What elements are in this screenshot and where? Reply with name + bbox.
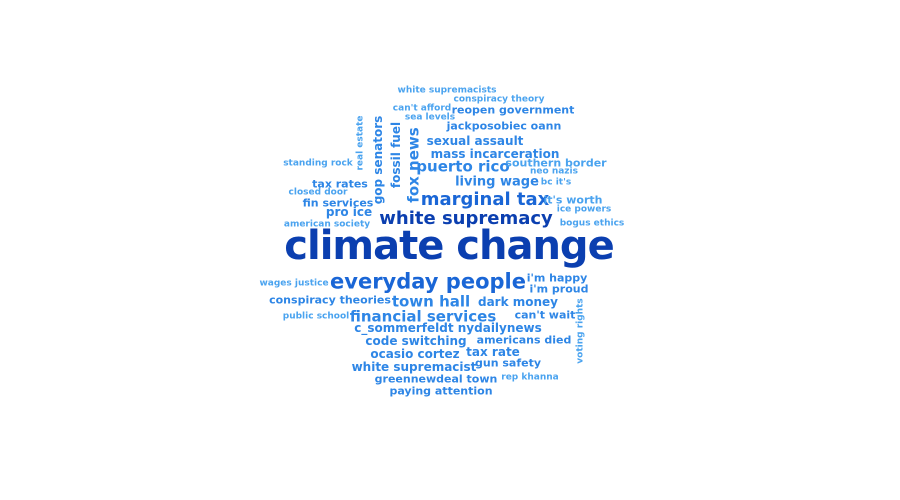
word-dark-money: dark money	[477, 295, 559, 309]
word-its-worth: it's worth	[543, 193, 603, 207]
word-wages-justice: wages justice	[259, 278, 329, 289]
word-tax-rate: tax rate	[466, 345, 520, 359]
word-im-proud: i'm proud	[529, 282, 589, 296]
word-bogus-ethics: bogus ethics	[559, 218, 625, 229]
word-paying-attention: paying attention	[389, 384, 493, 398]
word-everyday-people: everyday people	[330, 269, 526, 294]
word-rep-khanna: rep khanna	[501, 372, 559, 383]
word-sea-levels: sea levels	[404, 112, 456, 123]
word-bc-its: bc it's	[540, 177, 572, 188]
word-conspiracy-theory: conspiracy theory	[453, 94, 545, 105]
word-standing-rock: standing rock	[283, 158, 353, 169]
word-tax-rates: tax rates	[312, 177, 368, 191]
word-white-supremacist: white supremacist	[351, 360, 477, 374]
word-fossil-fuel: fossil fuel	[389, 121, 403, 189]
word-jackposobiec-oann: jackposobiec oann	[446, 119, 562, 133]
word-mass-incarceration: mass incarceration	[430, 147, 560, 161]
word-puerto-rico: puerto rico	[416, 157, 510, 176]
word-americans-died: americans died	[476, 333, 572, 347]
word-gun-safety: gun safety	[474, 356, 542, 370]
word-living-wage: living wage	[455, 174, 539, 190]
word-financial-services: financial services	[349, 307, 497, 326]
word-real-estate: real estate	[355, 115, 366, 171]
word-american-society: american society	[283, 219, 371, 230]
word-gop-senators: gop senators	[371, 115, 385, 205]
word-conspiracy-theories: conspiracy theories	[269, 293, 391, 307]
word-code-switching: code switching	[365, 334, 467, 348]
word-neo-nazis: neo nazis	[530, 166, 578, 177]
word-im-happy: i'm happy	[526, 271, 588, 285]
word-voting-rights: voting rights	[575, 298, 586, 364]
word-public-school: public school	[282, 311, 350, 322]
word-southern-border: southern border	[505, 156, 607, 170]
word-marginal-tax: marginal tax	[420, 189, 550, 210]
word-ocasio-cortez: ocasio cortez	[370, 347, 460, 361]
word-closed-door: closed door	[288, 187, 348, 198]
word-white-supremacists: white supremacists	[397, 85, 497, 96]
word-reopen-government: reopen government	[451, 103, 575, 117]
word-greennewdeal-town: greennewdeal town	[374, 372, 498, 386]
word-white-supremacy: white supremacy	[379, 208, 553, 229]
word-cant-wait: can't wait	[514, 308, 576, 322]
word-climate-change: climate change	[284, 223, 614, 269]
word-ice-powers: ice powers	[556, 204, 612, 215]
word-pro-ice: pro ice	[325, 205, 373, 219]
word-sexual-assault: sexual assault	[426, 134, 524, 148]
word-cant-afford: can't afford	[392, 103, 452, 114]
word-town-hall: town hall	[391, 292, 471, 311]
word-fin-services: fin services	[302, 196, 374, 210]
word-c-sommerfeldt-nydailynews: c_sommerfeldt nydailynews	[354, 321, 542, 335]
